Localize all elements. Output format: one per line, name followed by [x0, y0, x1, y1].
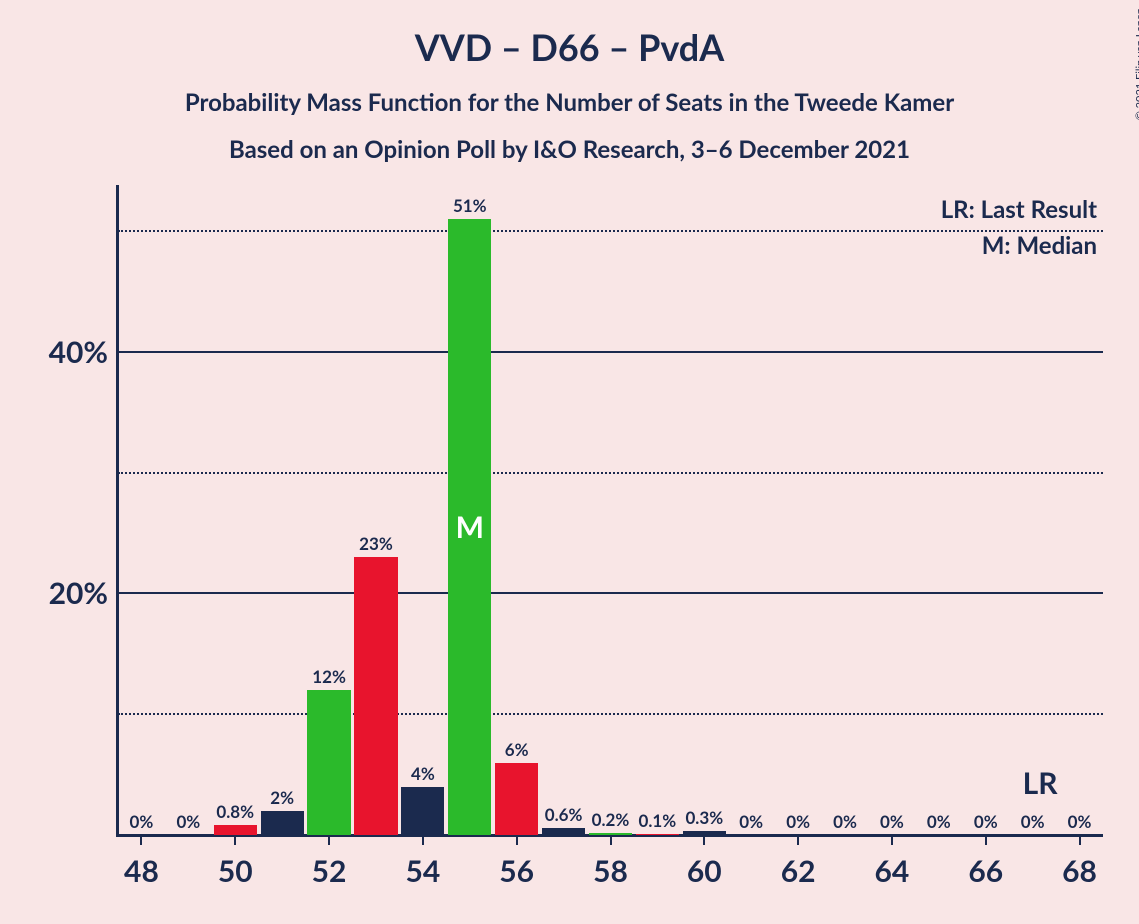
- chart-subtitle-1: Probability Mass Function for the Number…: [0, 88, 1139, 117]
- bar-value-label: 4%: [394, 763, 451, 784]
- bar-value-label: 6%: [488, 739, 545, 760]
- x-tick-label: 64: [862, 853, 922, 889]
- bar-value-label: 12%: [301, 666, 358, 687]
- x-tick-label: 58: [581, 853, 641, 889]
- x-tick: [703, 835, 705, 845]
- x-tick-label: 60: [674, 853, 734, 889]
- x-tick-label: 68: [1050, 853, 1110, 889]
- bar: [261, 811, 304, 835]
- x-tick-label: 62: [768, 853, 828, 889]
- bar: [542, 828, 585, 835]
- bar-value-label: 51%: [441, 195, 498, 216]
- bar: [354, 557, 397, 835]
- median-marker: M: [448, 509, 491, 545]
- bar: [401, 787, 444, 835]
- x-tick: [234, 835, 236, 845]
- lr-marker: LR: [1023, 765, 1058, 801]
- x-tick-label: 54: [393, 853, 453, 889]
- bar-value-label: 0%: [1051, 811, 1108, 832]
- x-tick: [422, 835, 424, 845]
- x-tick: [516, 835, 518, 845]
- bar-value-label: 23%: [348, 533, 405, 554]
- x-tick: [328, 835, 330, 845]
- legend-median: M: Median: [697, 231, 1097, 260]
- gridline: [118, 713, 1103, 715]
- legend-last-result: LR: Last Result: [697, 195, 1097, 224]
- x-tick-label: 66: [956, 853, 1016, 889]
- x-tick: [610, 835, 612, 845]
- x-tick: [891, 835, 893, 845]
- gridline: [118, 351, 1103, 353]
- bar: [307, 690, 350, 835]
- chart-container: VVD – D66 – PvdA Probability Mass Functi…: [0, 0, 1139, 924]
- x-tick: [140, 835, 142, 845]
- x-tick: [797, 835, 799, 845]
- y-tick-label: 20%: [18, 575, 108, 611]
- y-axis: [116, 185, 119, 835]
- x-tick-label: 56: [487, 853, 547, 889]
- chart-subtitle-2: Based on an Opinion Poll by I&O Research…: [0, 135, 1139, 164]
- bar: [495, 763, 538, 835]
- plot-area: 20%40%0%0%0.8%2%12%23%4%M51%6%0.6%0.2%0.…: [118, 195, 1103, 835]
- bar: [636, 834, 679, 835]
- gridline: [118, 592, 1103, 594]
- chart-title: VVD – D66 – PvdA: [0, 25, 1139, 69]
- bar: [214, 825, 257, 835]
- x-tick: [1079, 835, 1081, 845]
- gridline: [118, 472, 1103, 474]
- x-tick-label: 52: [299, 853, 359, 889]
- x-tick-label: 50: [205, 853, 265, 889]
- bar-value-label: 2%: [254, 787, 311, 808]
- y-tick-label: 40%: [18, 334, 108, 370]
- copyright-text: © 2021 Filip van Lanen: [1133, 8, 1139, 120]
- x-tick-label: 48: [111, 853, 171, 889]
- x-tick: [985, 835, 987, 845]
